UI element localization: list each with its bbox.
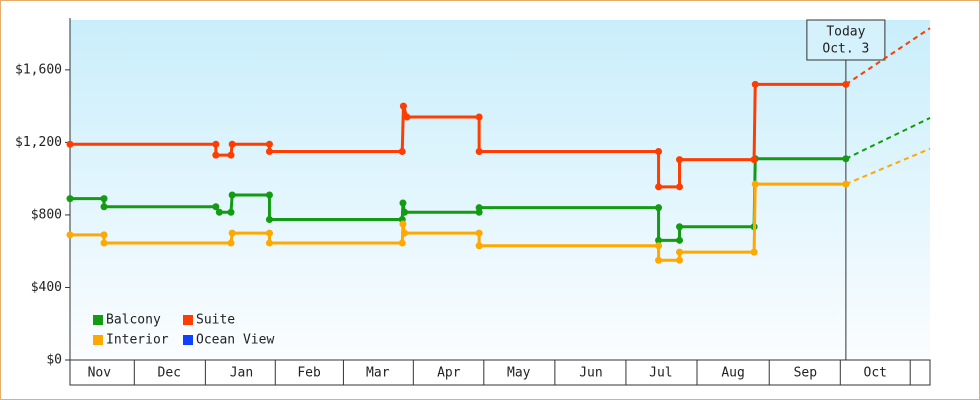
data-point — [676, 248, 684, 256]
data-point — [475, 229, 483, 237]
plot-area — [70, 20, 930, 360]
data-point — [475, 204, 483, 212]
data-point — [655, 204, 663, 212]
forecast-line — [845, 27, 931, 86]
data-point — [403, 113, 411, 121]
data-point — [100, 231, 108, 239]
x-tick-label: Jul — [649, 366, 672, 381]
data-point — [398, 147, 406, 155]
legend-label: Suite — [196, 313, 235, 328]
data-point — [265, 215, 273, 223]
data-point — [751, 180, 759, 188]
y-tick-label: $1,600 — [15, 62, 62, 77]
data-point — [655, 242, 663, 250]
data-point — [750, 156, 758, 164]
data-point — [401, 208, 409, 216]
legend-label: Interior — [106, 333, 169, 348]
x-tick-label: Sep — [794, 366, 818, 381]
data-point — [399, 199, 407, 207]
data-point — [475, 147, 483, 155]
data-point — [227, 239, 235, 247]
data-point — [655, 147, 663, 155]
data-point — [265, 239, 273, 247]
data-point — [475, 242, 483, 250]
data-point — [842, 180, 850, 188]
data-point — [475, 113, 483, 121]
data-point — [100, 239, 108, 247]
data-point — [676, 256, 684, 264]
data-point — [399, 220, 407, 228]
data-point — [676, 223, 684, 231]
data-point — [265, 191, 273, 199]
data-point — [842, 80, 850, 88]
data-point — [265, 140, 273, 148]
data-point — [66, 140, 74, 148]
x-tick-label: Oct — [864, 366, 887, 381]
data-point — [676, 156, 684, 164]
data-point — [655, 256, 663, 264]
data-point — [228, 191, 236, 199]
data-point — [676, 236, 684, 244]
data-point — [398, 239, 406, 247]
legend-label: Ocean View — [196, 333, 274, 348]
data-point — [401, 229, 409, 237]
x-tick-label: Aug — [721, 366, 744, 381]
data-point — [100, 195, 108, 203]
x-tick-label: Nov — [88, 366, 112, 381]
x-tick-label: Dec — [158, 366, 181, 381]
data-point — [676, 183, 684, 191]
data-point — [100, 203, 108, 211]
y-tick-label: $800 — [31, 207, 62, 222]
legend-swatch — [93, 315, 103, 325]
data-point — [655, 236, 663, 244]
data-point — [655, 183, 663, 191]
today-label: Oct. 3 — [822, 42, 869, 57]
y-tick-label: $400 — [31, 280, 62, 295]
data-point — [842, 155, 850, 163]
data-point — [215, 208, 223, 216]
data-point — [212, 140, 220, 148]
legend-swatch — [183, 335, 193, 345]
x-tick-label: Mar — [366, 366, 390, 381]
today-box — [806, 19, 886, 61]
x-tick-label: May — [507, 366, 531, 381]
data-point — [212, 203, 220, 211]
x-tick-label: Jan — [230, 366, 253, 381]
data-point — [265, 229, 273, 237]
x-tick-label: Jun — [579, 366, 602, 381]
y-tick-label: $1,200 — [15, 135, 62, 150]
legend-swatch — [93, 335, 103, 345]
data-point — [212, 151, 220, 159]
data-point — [399, 102, 407, 110]
x-tick-label: Feb — [297, 366, 321, 381]
x-axis-band — [69, 359, 931, 386]
data-point — [265, 147, 273, 155]
data-point — [750, 248, 758, 256]
data-point — [227, 151, 235, 159]
x-tick-label: Apr — [437, 366, 461, 381]
data-point — [227, 208, 235, 216]
data-point — [66, 195, 74, 203]
forecast-line — [845, 117, 931, 160]
forecast-line — [845, 147, 931, 186]
data-point — [228, 140, 236, 148]
y-tick-label: $0 — [46, 353, 62, 368]
data-point — [751, 80, 759, 88]
today-label: Today — [826, 25, 865, 40]
data-point — [228, 229, 236, 237]
data-point — [66, 231, 74, 239]
legend-label: Balcony — [106, 313, 161, 328]
legend-swatch — [183, 315, 193, 325]
